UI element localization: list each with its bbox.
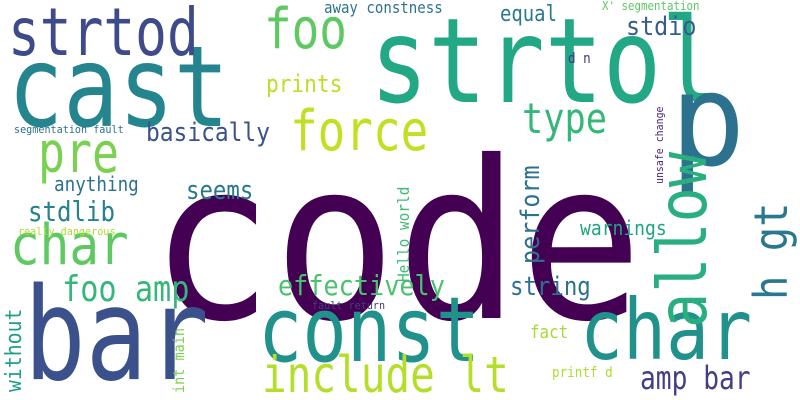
word-away-constness: away constness <box>324 0 443 16</box>
word-without: without <box>4 309 26 392</box>
word-stdlib: stdlib <box>28 198 115 226</box>
word-strtod: strtod <box>8 0 199 66</box>
word-really-dangerous: really dangerous <box>18 226 115 237</box>
word-stdio: stdio <box>626 14 696 40</box>
word-h-gt: h gt <box>748 203 794 300</box>
word-amp-bar: amp bar <box>640 362 751 394</box>
word-perform: perform <box>518 165 544 264</box>
word-hello-world: Hello world <box>396 187 412 282</box>
word-seems: seems <box>186 178 253 204</box>
word-unsafe-change: unsafe change <box>654 107 665 184</box>
word-fact: fact <box>530 324 568 342</box>
word-warnings: warnings <box>580 218 667 238</box>
word-printf-d: printf d <box>552 366 613 380</box>
word-force: force <box>290 104 428 160</box>
word-effectively: effectively <box>278 272 445 300</box>
word-equal: equal <box>500 4 557 26</box>
word-basically: basically <box>146 120 270 146</box>
word-foo-amp: foo amp <box>62 272 189 308</box>
word-x-segmentation: X' segmentation <box>602 0 700 12</box>
word-int-main: int main <box>172 328 187 393</box>
word-include-lt: include lt <box>262 350 509 400</box>
word-type: type <box>522 98 607 140</box>
word-string: string <box>510 274 591 300</box>
word-d-n: d n <box>568 52 591 66</box>
word-prints: prints <box>266 72 342 96</box>
word-segmentation-fault: segmentation fault <box>14 124 124 135</box>
word-anything: anything <box>54 174 139 194</box>
word-fault-return: fault return <box>312 300 385 311</box>
